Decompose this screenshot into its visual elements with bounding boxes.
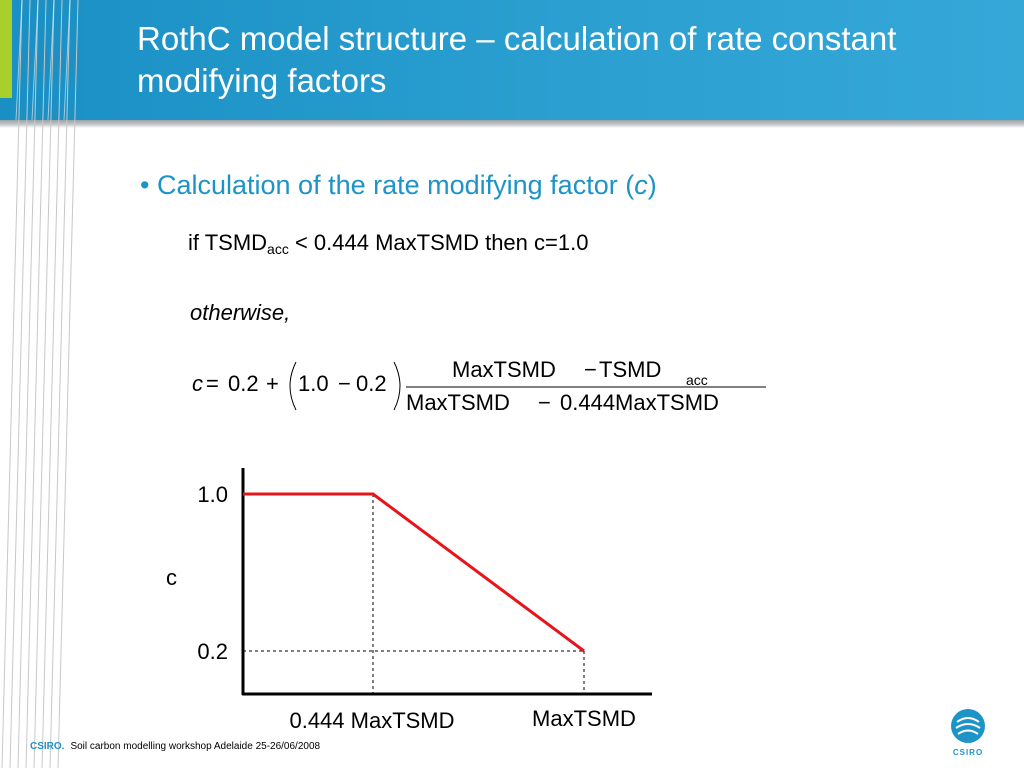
otherwise-label: otherwise, xyxy=(190,300,291,325)
header-bar xyxy=(0,0,1024,120)
condition-prefix: if TSMD xyxy=(188,230,268,255)
bullet-close: ) xyxy=(647,170,657,200)
x-tick-label: 0.444 MaxTSMD xyxy=(289,708,454,733)
series-line xyxy=(243,492,585,653)
bullet-variable: c xyxy=(634,170,648,200)
header-shadow xyxy=(0,120,1024,128)
condition-suffix: < 0.444 MaxTSMD then c=1.0 xyxy=(288,230,589,255)
condition-line: if TSMDacc < 0.444 MaxTSMD then c=1.0 xyxy=(188,230,588,257)
condition-subscript: acc xyxy=(267,241,289,257)
csiro-logo-icon: CSIRO xyxy=(951,709,985,757)
bullet-marker: • xyxy=(140,170,150,200)
decorative-stripes xyxy=(1,0,79,768)
bullet-text: Calculation of the rate modifying factor… xyxy=(156,170,635,200)
x-tick-label: MaxTSMD xyxy=(532,706,636,731)
y-axis-label: c xyxy=(166,565,177,590)
slide-title: RothC model structure – calculation of r… xyxy=(137,20,897,99)
footer-brand: CSIRO. xyxy=(30,741,65,752)
y-tick-label: 0.2 xyxy=(197,639,228,664)
footer-text: Soil carbon modelling workshop Adelaide … xyxy=(70,741,321,752)
svg-text:CSIRO: CSIRO xyxy=(953,748,983,757)
bullet-point: • Calculation of the rate modifying fact… xyxy=(140,170,657,201)
accent-tab xyxy=(0,0,12,98)
y-tick-label: 1.0 xyxy=(197,482,228,507)
footer: CSIRO. Soil carbon modelling workshop Ade… xyxy=(30,741,320,752)
